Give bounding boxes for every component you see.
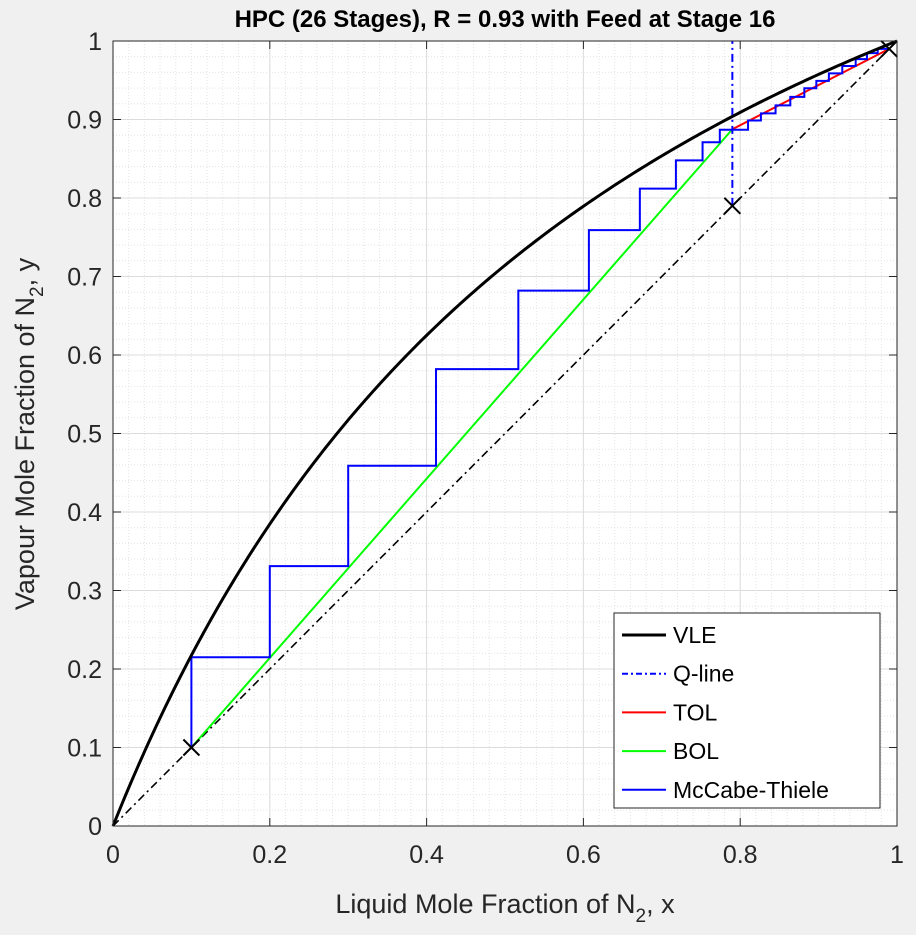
point-marker — [182, 738, 201, 757]
y-tick-label: 0.4 — [67, 499, 102, 527]
series-bol — [190, 128, 734, 749]
x-tick-label: 0.6 — [566, 841, 601, 869]
y-tick-label: 0.3 — [67, 578, 102, 606]
chart-title: HPC (26 Stages), R = 0.93 with Feed at S… — [235, 6, 776, 33]
y-tick-label: 0.5 — [67, 421, 102, 449]
marker-stroke — [880, 40, 898, 58]
ticks-layer: 0 0.2 0.4 0.6 0.8 1 0 0.1 0.2 0.3 0.4 0.5 0.6 0.7 0.8 0… — [67, 28, 904, 869]
y-tick-label: 0.7 — [67, 264, 102, 292]
point-marker — [880, 40, 898, 58]
y-tick-label: 0.8 — [67, 185, 102, 213]
x-tick-label: 1 — [890, 841, 904, 869]
x-tick-label: 0 — [106, 841, 120, 869]
marker-stroke — [182, 738, 201, 757]
legend: VLE Q-line TOL BOL McCabe-Thiele — [613, 612, 881, 809]
series-y-x — [112, 40, 898, 827]
series-vle — [111, 39, 898, 827]
y-tick-label: 0.1 — [67, 735, 102, 763]
x-tick-label: 0.2 — [252, 841, 287, 869]
y-tick-label: 0.2 — [67, 656, 102, 684]
series-layer — [111, 39, 898, 827]
y-axis-label: Vapour Mole Fraction of N2, y — [10, 257, 48, 610]
y-tick-label: 1 — [88, 28, 102, 56]
legend-box — [613, 612, 881, 809]
y-tick-label: 0 — [88, 813, 102, 841]
legend-label-tol: TOL — [673, 699, 718, 725]
x-tick-label: 0.4 — [409, 841, 444, 869]
marker-stroke — [723, 197, 742, 215]
y-tick-label: 0.9 — [67, 107, 102, 135]
y-tick-label: 0.6 — [67, 342, 102, 370]
point-marker — [723, 197, 742, 215]
legend-label-q-line: Q-line — [673, 661, 734, 687]
x-axis-label: Liquid Mole Fraction of N2, x — [335, 889, 675, 927]
x-tick-label: 0.8 — [723, 841, 758, 869]
legend-label-bol: BOL — [673, 738, 719, 764]
legend-label-mccabe-thiele: McCabe-Thiele — [673, 777, 829, 803]
legend-label-vle: VLE — [673, 622, 716, 648]
series-mccabe-thiele — [190, 47, 890, 748]
